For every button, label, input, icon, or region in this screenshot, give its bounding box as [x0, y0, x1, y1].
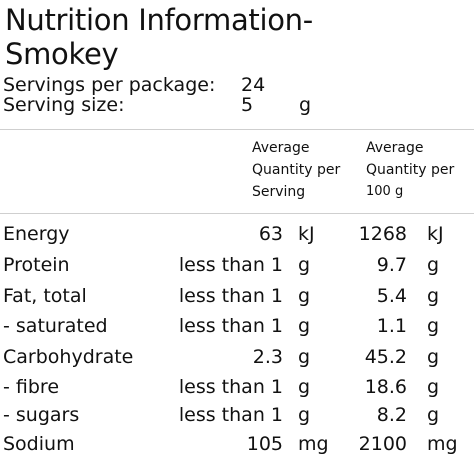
nutrient-row-sugars: - sugars less than 1 g 8.2 g: [0, 402, 474, 428]
per-100g-unit: g: [427, 315, 440, 337]
per-serving-value: less than 1: [178, 404, 283, 426]
per-serving-value: less than 1: [178, 254, 283, 276]
per-serving-unit: mg: [298, 433, 329, 455]
per-100g-unit: mg: [427, 433, 458, 455]
servings-per-package-value: 24: [241, 74, 266, 96]
per-100g-value: 18.6: [364, 376, 407, 398]
nutrient-row-saturated: - saturated less than 1 g 1.1 g: [0, 313, 474, 339]
per-100g-value: 9.7: [376, 254, 407, 276]
per-serving-value: less than 1: [178, 285, 283, 307]
column-header-per-100g: Average Quantity per 100 g: [366, 137, 454, 203]
serving-size-value: 5: [241, 94, 254, 116]
per-100g-value: 5.4: [376, 285, 407, 307]
per-100g-unit: g: [427, 404, 440, 426]
column-header-per-100g-line-3: 100 g: [366, 184, 404, 199]
per-100g-unit: g: [427, 254, 440, 276]
per-serving-value: less than 1: [178, 315, 283, 337]
serving-size-label: Serving size:: [3, 94, 125, 116]
divider-header: [0, 213, 474, 214]
column-header-per-100g-line-2: Quantity per: [366, 162, 455, 178]
nutrient-name: Protein: [3, 254, 70, 276]
per-serving-value: 105: [246, 433, 283, 455]
per-100g-value: 45.2: [364, 346, 407, 368]
panel-title-line-1: Nutrition Information-: [5, 3, 313, 37]
per-serving-unit: g: [298, 376, 311, 398]
per-serving-value: 63: [258, 223, 283, 245]
divider-top: [0, 129, 474, 130]
per-100g-unit: kJ: [427, 223, 444, 245]
serving-size-unit: g: [299, 94, 312, 116]
per-100g-unit: g: [427, 285, 440, 307]
column-header-per-serving-line-1: Average: [252, 140, 310, 156]
panel-title-line-2: Smokey: [5, 37, 119, 71]
per-serving-unit: g: [298, 315, 311, 337]
nutrient-name: Sodium: [3, 433, 75, 455]
per-serving-unit: g: [298, 404, 311, 426]
per-serving-unit: kJ: [298, 223, 315, 245]
per-100g-value: 8.2: [376, 404, 407, 426]
nutrient-row-carbohydrate: Carbohydrate 2.3 g 45.2 g: [0, 344, 474, 370]
nutrient-name: Carbohydrate: [3, 346, 134, 368]
column-header-per-100g-line-1: Average: [366, 140, 424, 156]
nutrient-row-sodium: Sodium 105 mg 2100 mg: [0, 431, 474, 457]
per-100g-value: 2100: [358, 433, 407, 455]
nutrient-row-energy: Energy 63 kJ 1268 kJ: [0, 221, 474, 247]
nutrient-name: - fibre: [3, 376, 60, 398]
servings-per-package-label: Servings per package:: [3, 74, 216, 96]
nutrient-row-fat-total: Fat, total less than 1 g 5.4 g: [0, 283, 474, 309]
per-100g-unit: g: [427, 376, 440, 398]
nutrient-name: Energy: [3, 223, 70, 245]
nutrient-name: - sugars: [3, 404, 80, 426]
per-serving-value: less than 1: [178, 376, 283, 398]
per-serving-unit: g: [298, 346, 311, 368]
column-header-per-serving-line-2: Quantity per: [252, 162, 341, 178]
nutrient-name: - saturated: [3, 315, 108, 337]
per-serving-unit: g: [298, 254, 311, 276]
per-serving-value: 2.3: [252, 346, 283, 368]
per-serving-unit: g: [298, 285, 311, 307]
nutrient-name: Fat, total: [3, 285, 87, 307]
column-header-per-serving: Average Quantity per Serving: [252, 137, 340, 203]
per-100g-value: 1268: [358, 223, 407, 245]
nutrient-row-protein: Protein less than 1 g 9.7 g: [0, 252, 474, 278]
column-header-per-serving-line-3: Serving: [252, 184, 306, 200]
per-100g-value: 1.1: [376, 315, 407, 337]
nutrient-row-fibre: - fibre less than 1 g 18.6 g: [0, 374, 474, 400]
per-100g-unit: g: [427, 346, 440, 368]
